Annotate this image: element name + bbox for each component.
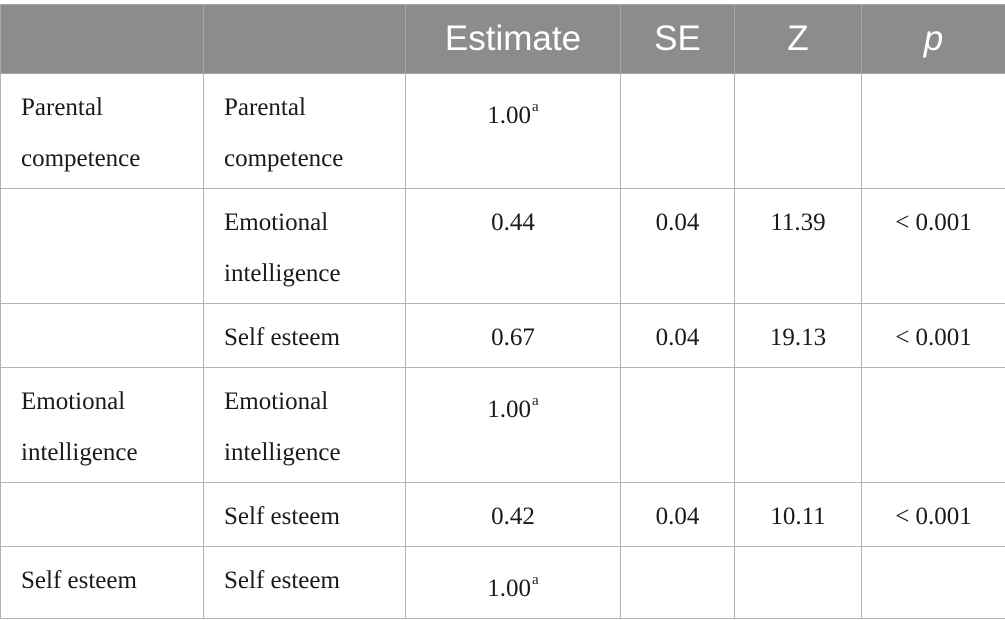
table-row: Self esteem 0.67 0.04 19.13 < 0.001 — [0, 303, 1005, 368]
header-factor — [0, 4, 204, 74]
table-row: Emotional intelligence Emotional intelli… — [0, 367, 1005, 483]
header-estimate: Estimate — [405, 4, 621, 74]
table-row: Self esteem 0.42 0.04 10.11 < 0.001 — [0, 482, 1005, 547]
cell-z: 11.39 — [734, 188, 862, 304]
cell-factor — [0, 303, 204, 368]
cell-estimate: 1.00a — [405, 367, 621, 483]
cell-p — [861, 367, 1005, 483]
cell-z — [734, 367, 862, 483]
table-row: Emotional intelligence 0.44 0.04 11.39 <… — [0, 188, 1005, 304]
cell-estimate: 0.67 — [405, 303, 621, 368]
estimate-value: 1.00 — [487, 396, 532, 423]
estimate-value: 1.00 — [487, 102, 532, 129]
cell-estimate: 1.00a — [405, 546, 621, 619]
header-z: Z — [734, 4, 862, 74]
estimate-value: 0.44 — [491, 209, 535, 236]
cell-factor: Parental competence — [0, 73, 204, 189]
estimate-value: 0.67 — [491, 324, 535, 351]
cell-estimate: 1.00a — [405, 73, 621, 189]
cell-se — [620, 546, 735, 619]
cell-factor — [0, 188, 204, 304]
cell-p — [861, 546, 1005, 619]
cell-factor: Emotional intelligence — [0, 367, 204, 483]
table-body: Parental competence Parental competence … — [0, 73, 1005, 619]
header-indicator — [203, 4, 406, 74]
estimate-value: 1.00 — [487, 575, 532, 602]
cell-factor: Self esteem — [0, 546, 204, 619]
cell-se — [620, 73, 735, 189]
cell-z: 10.11 — [734, 482, 862, 547]
footnote-marker: a — [532, 571, 539, 588]
header-se: SE — [620, 4, 735, 74]
footnote-marker: a — [532, 392, 539, 409]
cell-indicator: Self esteem — [203, 303, 406, 368]
estimate-value: 0.42 — [491, 503, 535, 530]
cell-se: 0.04 — [620, 188, 735, 304]
cell-z — [734, 73, 862, 189]
cell-indicator: Emotional intelligence — [203, 367, 406, 483]
footnote-marker: a — [532, 98, 539, 115]
cell-p: < 0.001 — [861, 482, 1005, 547]
cell-p — [861, 73, 1005, 189]
header-p: p — [861, 4, 1005, 74]
cell-factor — [0, 482, 204, 547]
cell-se: 0.04 — [620, 303, 735, 368]
cell-z: 19.13 — [734, 303, 862, 368]
cell-indicator: Self esteem — [203, 482, 406, 547]
estimates-table: Estimate SE Z p Parental competence Pare… — [0, 4, 1005, 619]
cell-p: < 0.001 — [861, 303, 1005, 368]
cell-p: < 0.001 — [861, 188, 1005, 304]
cell-indicator: Parental competence — [203, 73, 406, 189]
header-row: Estimate SE Z p — [0, 4, 1005, 74]
table-row: Self esteem Self esteem 1.00a — [0, 546, 1005, 619]
cell-estimate: 0.42 — [405, 482, 621, 547]
cell-estimate: 0.44 — [405, 188, 621, 304]
cell-z — [734, 546, 862, 619]
cell-indicator: Emotional intelligence — [203, 188, 406, 304]
table-row: Parental competence Parental competence … — [0, 73, 1005, 189]
cell-se — [620, 367, 735, 483]
table-header: Estimate SE Z p — [0, 4, 1005, 74]
cell-se: 0.04 — [620, 482, 735, 547]
cell-indicator: Self esteem — [203, 546, 406, 619]
